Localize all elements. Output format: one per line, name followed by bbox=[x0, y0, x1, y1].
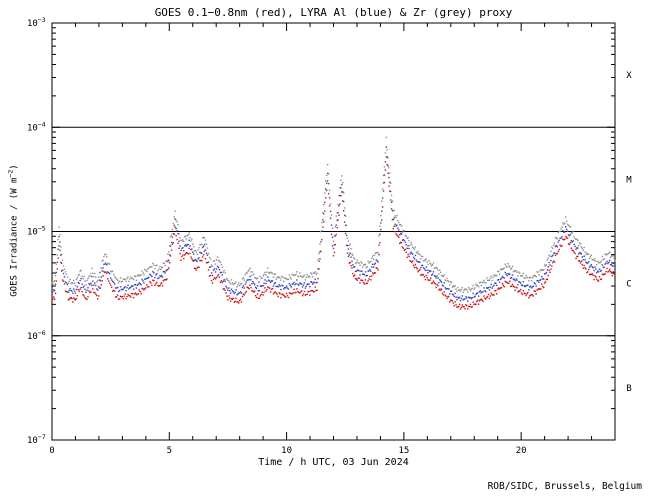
y-axis-ticks bbox=[52, 27, 615, 410]
series-lyra-zr-proxy bbox=[51, 136, 616, 293]
x-tick-label: 15 bbox=[398, 446, 409, 456]
y-tick-label: 10−7 bbox=[27, 433, 46, 446]
flare-class-label-c: C bbox=[626, 280, 631, 290]
x-tick-label: 0 bbox=[49, 446, 54, 456]
credit-text: ROB/SIDC, Brussels, Belgium bbox=[487, 481, 642, 492]
x-tick-label: 10 bbox=[281, 446, 292, 456]
x-axis-label: Time / h UTC, 03 Jun 2024 bbox=[258, 457, 409, 468]
y-tick-label: 10−6 bbox=[27, 329, 46, 342]
class-boundary-lines bbox=[52, 126, 615, 337]
y-tick-label: 10−5 bbox=[27, 225, 46, 238]
flare-class-label-x: X bbox=[626, 71, 632, 81]
tick-labels: 0 5 10 15 20 10−3 10−4 10−5 10−6 10−7 X M C B bbox=[27, 16, 632, 456]
y-tick-label: 10−3 bbox=[27, 16, 46, 29]
x-axis-ticks bbox=[74, 23, 593, 440]
x-tick-label: 20 bbox=[516, 446, 527, 456]
flare-class-label-b: B bbox=[626, 384, 631, 394]
chart-title: GOES 0.1−0.8nm (red), LYRA Al (blue) & Z… bbox=[154, 6, 513, 19]
x-tick-label: 5 bbox=[167, 446, 172, 456]
series-lyra-al-proxy bbox=[51, 146, 616, 302]
flare-class-label-m: M bbox=[626, 175, 632, 185]
series-goes-0-1-0-8nm bbox=[51, 156, 616, 310]
y-tick-label: 10−4 bbox=[27, 120, 46, 133]
